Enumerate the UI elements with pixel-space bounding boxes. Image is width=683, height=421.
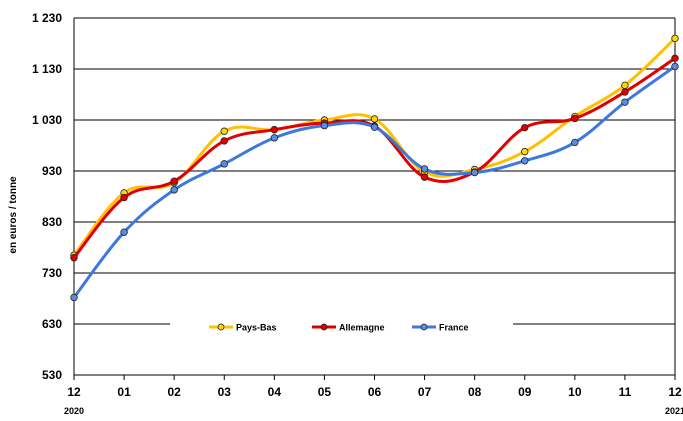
data-point-france xyxy=(621,98,629,106)
x-tick-label: 10 xyxy=(568,385,582,399)
legend-label-france: France xyxy=(439,323,469,333)
series-line-allemagne xyxy=(72,56,677,260)
data-point-allemagne xyxy=(420,173,429,181)
data-point-pays-bas xyxy=(220,127,228,135)
data-point-france xyxy=(70,293,78,302)
data-point-france xyxy=(470,168,479,177)
x-tick-label: 08 xyxy=(468,385,482,399)
series-line-pays-bas xyxy=(72,36,677,257)
data-point-allemagne xyxy=(571,114,579,123)
x-tick-label: 11 xyxy=(619,385,632,399)
legend-marker-france xyxy=(420,323,428,331)
y-tick-label: 630 xyxy=(42,317,62,331)
y-tick-label: 1 030 xyxy=(32,113,62,127)
data-point-allemagne xyxy=(671,54,679,62)
y-axis-ticks: 530 630 730 830 930 1 030 1 130 1 230 xyxy=(32,11,62,382)
y-tick-label: 530 xyxy=(42,368,62,382)
series-lines xyxy=(70,34,679,302)
year-label: 2021 xyxy=(665,406,683,416)
x-tick-label: 01 xyxy=(117,385,131,399)
axes xyxy=(73,17,676,376)
data-point-france xyxy=(320,121,329,130)
legend-marker-pays-bas xyxy=(217,323,225,331)
x-tick-label: 07 xyxy=(418,385,432,399)
legend-label-allemagne: Allemagne xyxy=(339,323,385,333)
x-tick-label: 06 xyxy=(368,385,382,399)
x-tick-label: 09 xyxy=(518,385,532,399)
x-tick-label: 12 xyxy=(668,385,682,399)
data-point-pays-bas xyxy=(370,115,379,123)
data-point-france xyxy=(220,160,228,168)
x-tick-label: 05 xyxy=(318,385,332,399)
data-point-allemagne xyxy=(220,137,228,145)
data-point-allemagne xyxy=(621,88,629,96)
legend: Pays-Bas Allemagne France xyxy=(209,323,469,333)
data-point-pays-bas xyxy=(621,81,629,90)
y-tick-label: 1 130 xyxy=(32,62,62,76)
data-point-france xyxy=(521,157,529,165)
legend-marker-allemagne xyxy=(320,323,328,331)
data-point-pays-bas xyxy=(671,34,679,43)
data-point-allemagne xyxy=(521,123,529,132)
data-point-allemagne xyxy=(170,177,178,185)
y-tick-label: 730 xyxy=(42,266,62,280)
year-label: 2020 xyxy=(64,406,84,416)
x-tick-label: 03 xyxy=(218,385,232,399)
series-line-france xyxy=(72,64,677,299)
x-tick-label: 02 xyxy=(167,385,181,399)
y-tick-label: 1 230 xyxy=(32,11,62,25)
data-point-allemagne xyxy=(270,125,279,134)
gridlines xyxy=(74,17,675,325)
data-point-france xyxy=(671,62,679,71)
data-point-france xyxy=(120,228,128,236)
data-point-france xyxy=(420,165,429,173)
x-axis-ticks: 12 01 02 03 04 05 06 07 08 09 10 11 12 2020 2021 xyxy=(64,375,683,416)
data-point-france xyxy=(571,138,579,147)
y-tick-label: 830 xyxy=(42,215,62,229)
y-axis-label: en euros / tonne xyxy=(8,176,19,254)
data-point-pays-bas xyxy=(521,147,529,156)
data-point-allemagne xyxy=(70,254,78,262)
data-point-allemagne xyxy=(120,193,128,202)
data-point-france xyxy=(370,123,379,131)
y-tick-label: 930 xyxy=(42,164,62,178)
data-point-france xyxy=(170,186,178,194)
x-tick-label: 12 xyxy=(67,385,81,399)
x-tick-label: 04 xyxy=(268,385,282,399)
data-point-france xyxy=(270,134,279,142)
legend-label-pays-bas: Pays-Bas xyxy=(236,323,277,333)
